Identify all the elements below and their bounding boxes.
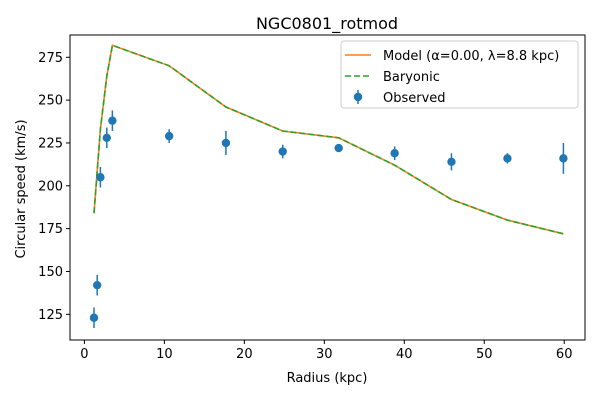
observed-point [96, 173, 105, 182]
y-tick-label: 150 [38, 265, 63, 280]
observed-point [92, 280, 102, 290]
chart-title: NGC0801_rotmod [256, 14, 398, 34]
observed-point [334, 143, 343, 153]
x-tick-label: 60 [556, 347, 573, 362]
legend-label: Model (α=0.00, λ=8.8 kpc) [383, 49, 559, 64]
x-tick-label: 20 [236, 347, 253, 362]
observed-point [221, 138, 231, 148]
observed-point [278, 147, 287, 156]
legend-box [340, 40, 579, 109]
x-tick-label: 30 [316, 347, 333, 362]
observed-point [108, 116, 117, 125]
x-axis-title: Radius (kpc) [287, 371, 368, 386]
observed-point [102, 133, 111, 143]
y-tick-label: 275 [38, 51, 63, 66]
legend-marker-point [353, 92, 363, 102]
y-tick-label: 225 [38, 136, 63, 151]
y-axis-title: Circular speed (km/s) [14, 119, 29, 258]
x-tick-label: 50 [476, 347, 493, 362]
y-tick-label: 125 [38, 308, 63, 323]
observed-point [164, 131, 174, 141]
y-tick-label: 250 [38, 94, 63, 109]
x-tick-label: 0 [80, 347, 88, 362]
legend-label: Observed [383, 91, 446, 106]
baryonic-line [93, 44, 564, 235]
plot-frame [69, 34, 586, 341]
observed-point [503, 154, 512, 163]
legend-label: Baryonic [383, 70, 440, 85]
x-tick-label: 10 [156, 347, 173, 362]
y-tick-label: 200 [38, 179, 63, 194]
x-tick-label: 40 [396, 347, 413, 362]
plot-area [89, 44, 568, 329]
observed-point [559, 154, 568, 163]
observed-point [89, 313, 99, 322]
y-tick-label: 175 [38, 222, 63, 237]
legend: Model (α=0.00, λ=8.8 kpc) Baryonic Observe… [340, 40, 579, 109]
observed-point [447, 157, 456, 166]
observed-point [390, 149, 399, 158]
axes: 0 10 20 30 40 50 60 125 150 175 200 225 250 275 [38, 34, 586, 362]
